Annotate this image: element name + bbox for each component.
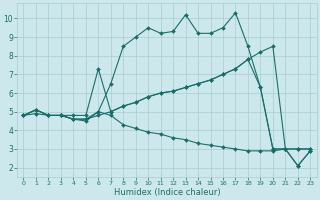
X-axis label: Humidex (Indice chaleur): Humidex (Indice chaleur) (114, 188, 220, 197)
